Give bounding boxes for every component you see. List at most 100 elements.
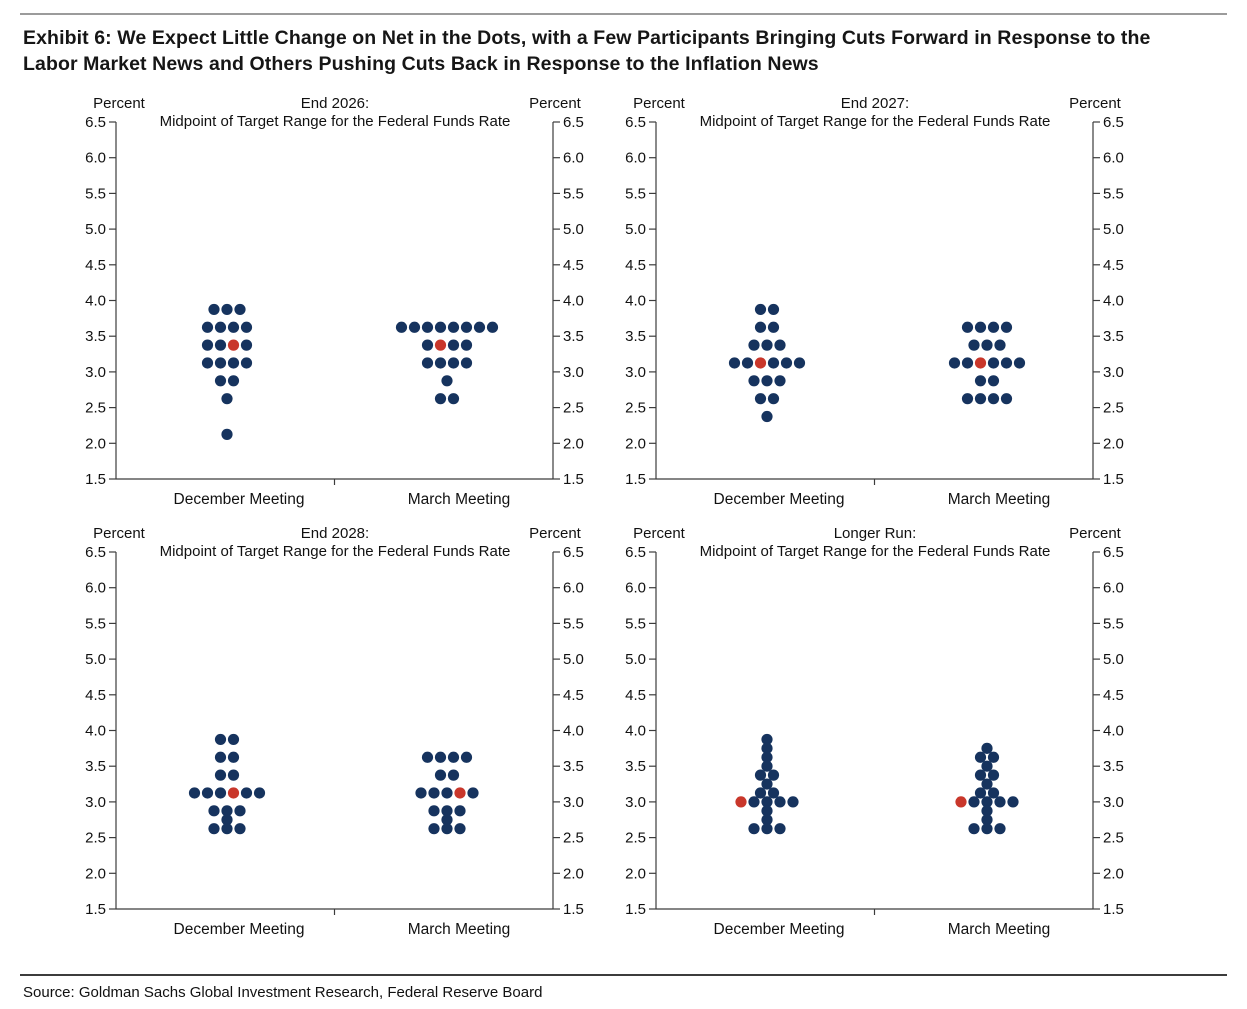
y-tick-label-right: 2.0 [563,435,584,452]
y-tick-label-left: 5.0 [625,651,646,668]
participant-dot [981,805,993,817]
participant-dot [981,796,993,808]
participant-dot [728,357,741,369]
participant-dot [981,778,993,790]
participant-dot [961,321,974,333]
participant-dot [761,742,773,754]
participant-dot [1007,796,1019,808]
dot-plot-longer-run: Percent Percent Longer Run:Midpoint of Tar… [625,525,1124,938]
panel-title: Longer Run: [834,525,917,542]
y-tick-label-right: 2.5 [563,400,584,417]
participant-dot [447,751,460,763]
participant-dot [214,357,227,369]
panel-title: End 2026: [301,95,369,112]
y-tick-label-left: 4.0 [85,293,106,310]
participant-dot [761,375,773,387]
participant-dot [214,751,227,763]
x-category-label-december: December Meeting [174,921,305,938]
participant-dot [227,321,240,333]
y-tick-label-right: 6.0 [563,580,584,597]
y-tick-label-right: 6.5 [563,544,584,561]
participant-dot [221,814,233,826]
participant-dot [761,760,773,772]
y-tick-label-right: 3.5 [1103,328,1124,345]
participant-dot [981,814,993,826]
participant-dot [968,796,980,808]
y-tick-label-right: 6.0 [1103,150,1124,167]
y-tick-label-left: 6.5 [85,544,106,561]
y-tick-label-right: 3.0 [1103,364,1124,381]
participant-dot [767,357,780,369]
gs-expected-dot [974,357,987,369]
y-tick-label-right: 4.5 [563,257,584,274]
dot-plot-end-2026: Percent Percent End 2026:Midpoint of Targe… [85,95,584,508]
y-tick-label-right: 3.0 [563,794,584,811]
participant-dot [774,796,786,808]
y-tick-label-left: 6.5 [625,544,646,561]
y-tick-label-right: 1.5 [563,471,584,488]
participant-dot [974,769,987,781]
participant-dot [767,769,780,781]
participant-dot [994,823,1006,835]
participant-dot [234,823,246,835]
participant-dot [754,787,767,799]
y-axis-unit-label-right: Percent [529,95,582,112]
y-tick-label-left: 4.0 [625,723,646,740]
participant-dot [1000,393,1013,405]
participant-dot [748,375,760,387]
participant-dot [987,375,1000,387]
y-tick-label-right: 6.0 [563,150,584,167]
participant-dot [761,751,773,763]
y-tick-label-left: 5.0 [85,651,106,668]
participant-dot [793,357,806,369]
participant-dot [948,357,961,369]
participant-dot [1013,357,1026,369]
participant-dot [441,787,453,799]
participant-dot [214,769,227,781]
participant-dot [214,787,227,799]
participant-dot [221,428,233,440]
y-tick-label-right: 2.0 [1103,865,1124,882]
participant-dot [761,823,773,835]
y-tick-label-left: 6.0 [625,580,646,597]
participant-dot [441,805,453,817]
participant-dot [253,787,266,799]
participant-dot [221,823,233,835]
participant-dot [994,796,1006,808]
y-tick-label-left: 5.5 [85,615,106,632]
participant-dot [240,787,253,799]
participant-dot [421,357,434,369]
y-tick-label-left: 2.5 [625,400,646,417]
panel-end-2026: Percent Percent End 2026: Midpoint of Targe… [85,92,625,522]
participant-dot [1000,357,1013,369]
participant-dot [981,760,993,772]
participant-dot [441,375,453,387]
participant-dot [994,339,1006,351]
participant-dot [774,823,786,835]
y-tick-label-right: 3.5 [563,758,584,775]
participant-dot [767,321,780,333]
y-axis-unit-label-right: Percent [1069,95,1122,112]
x-category-label-march: March Meeting [408,491,511,508]
participant-dot [434,393,447,405]
y-tick-label-left: 2.0 [85,865,106,882]
participant-dot [761,805,773,817]
y-tick-label-left: 5.5 [625,615,646,632]
y-tick-label-right: 5.5 [563,615,584,632]
participant-dot [761,778,773,790]
participant-dot [987,751,1000,763]
participant-dot [774,339,786,351]
gs-expected-dot [434,339,447,351]
participant-dot [761,410,773,423]
exhibit-title: Exhibit 6: We Expect Little Change on Ne… [23,25,1233,77]
y-axis-unit-label-left: Percent [633,525,686,542]
participant-dot [968,339,980,351]
y-tick-label-right: 3.5 [1103,758,1124,775]
y-tick-label-left: 4.0 [625,293,646,310]
participant-dot [214,733,227,746]
y-tick-label-right: 1.5 [1103,901,1124,918]
panels-grid: Percent Percent End 2026: Midpoint of Targe… [85,92,1165,952]
y-tick-label-left: 6.0 [85,150,106,167]
y-tick-label-left: 1.5 [625,471,646,488]
y-tick-label-left: 4.5 [85,257,106,274]
